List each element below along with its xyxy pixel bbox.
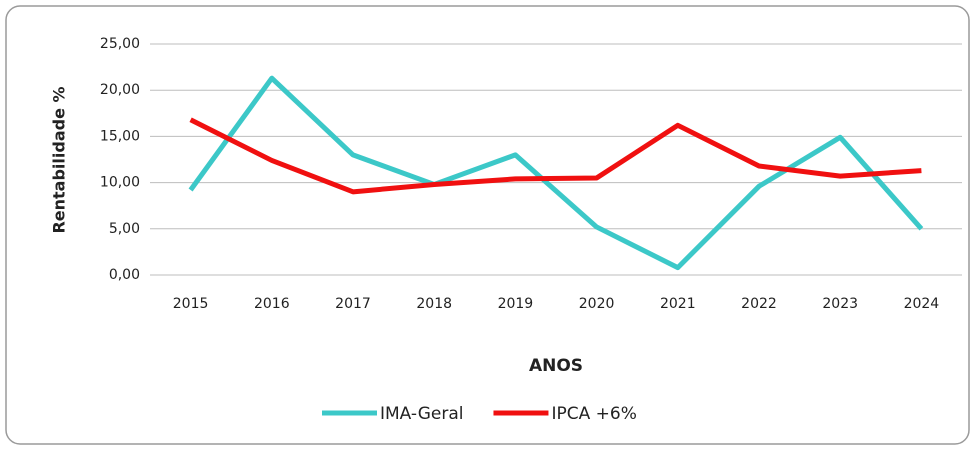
x-tick-label: 2021	[660, 296, 696, 312]
series-line	[189, 117, 922, 195]
x-tick-label: 2020	[579, 296, 615, 312]
y-tick-label: 25,00	[100, 36, 140, 52]
y-tick-label: 0,00	[109, 267, 140, 283]
x-tick-label: 2015	[173, 296, 209, 312]
x-tick-label: 2019	[498, 296, 534, 312]
y-axis-label: Rentabilidade %	[50, 86, 69, 233]
y-tick-label: 20,00	[100, 82, 140, 98]
y-tick-label: 5,00	[109, 221, 140, 237]
series-line	[188, 75, 924, 271]
legend-label: IMA-Geral	[380, 404, 463, 424]
y-tick-label: 15,00	[100, 128, 140, 144]
x-tick-label: 2023	[822, 296, 858, 312]
x-tick-label: 2016	[254, 296, 290, 312]
y-tick-label: 10,00	[100, 175, 140, 191]
x-tick-label: 2017	[335, 296, 371, 312]
x-tick-label: 2024	[904, 296, 940, 312]
x-tick-label: 2018	[416, 296, 452, 312]
chart-frame	[5, 5, 970, 445]
x-axis-label: ANOS	[529, 356, 583, 376]
x-tick-label: 2022	[741, 296, 777, 312]
legend-label: IPCA +6%	[551, 404, 636, 424]
